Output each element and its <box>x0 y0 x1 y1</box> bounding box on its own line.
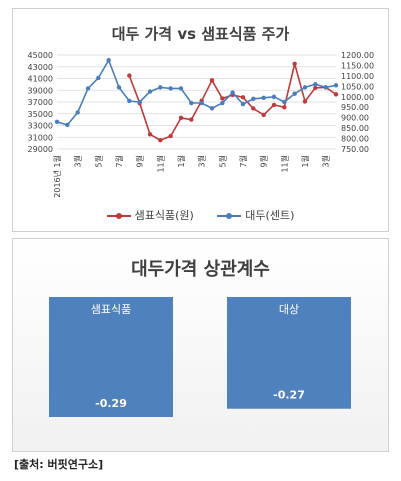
line-chart: 29000 31000 33000 35000 37000 39000 41000 43000… <box>28 51 375 198</box>
series-1-point <box>158 85 163 90</box>
x-tick-label: 7월 <box>238 155 248 167</box>
series-1-point <box>313 82 318 87</box>
y-left-tick-label: 43000 <box>28 63 53 72</box>
series-1-point <box>302 85 308 90</box>
correlation-bar <box>227 297 351 409</box>
legend-swatch-soybean <box>217 213 242 219</box>
series-0-point <box>333 92 339 97</box>
correlation-bar <box>49 297 173 417</box>
x-tick-label: 5월 <box>217 155 227 167</box>
y-right-tick-label: 1200.00 <box>341 51 374 60</box>
line-chart-legend: 샘표식품(원) 대두(센트) <box>13 207 388 223</box>
y-left-tick-label: 31000 <box>28 133 53 142</box>
y-right-tick-label: 950.00 <box>341 103 369 112</box>
series-0-point <box>251 106 256 111</box>
line-chart-panel: 29000 31000 33000 35000 37000 39000 41000 43000… <box>12 8 389 232</box>
series-1-point <box>333 83 339 88</box>
series-1-point <box>199 100 204 106</box>
series-1-point <box>168 86 173 91</box>
y-right-tick-label: 1100.00 <box>341 72 374 81</box>
x-tick-label: 2016년 1월 <box>52 155 62 198</box>
y-left-tick-label: 29000 <box>28 145 53 154</box>
x-tick-label: 9월 <box>135 155 145 167</box>
y-left-tick-label: 41000 <box>28 75 53 84</box>
y-right-tick-label: 750.00 <box>341 145 369 154</box>
x-tick-label: 11월 <box>155 155 165 173</box>
series-1-point <box>178 86 184 91</box>
x-tick-label: 3월 <box>73 155 83 167</box>
y-right-tick-label: 850.00 <box>341 124 369 133</box>
series-1-point <box>240 101 246 107</box>
legend-swatch-samphyo <box>106 213 131 219</box>
series-1-point <box>85 86 91 91</box>
x-tick-label: 3월 <box>321 155 331 167</box>
y-left-tick-label: 33000 <box>28 122 53 131</box>
series-1-point <box>65 122 70 128</box>
x-tick-label: 9월 <box>259 155 269 167</box>
correlation-title: 대두가격 상관계수 <box>131 259 270 280</box>
series-1-point <box>137 99 142 105</box>
series-0-point <box>220 96 225 101</box>
bar-category-label: 샘표식품 <box>91 303 131 316</box>
series-0-point <box>158 137 163 143</box>
series-1-point <box>261 95 266 101</box>
series-1-point <box>106 58 111 63</box>
line-chart-title: 대두 가격 vs 샘표식품 주가 <box>111 25 290 43</box>
correlation-panel: 대두가격 상관계수 샘표식품 -0.29 대상 -0.27 <box>12 238 389 452</box>
y-left-tick-label: 35000 <box>28 110 53 119</box>
series-0-point <box>240 95 246 100</box>
series-1-point <box>54 119 60 125</box>
correlation-bar-chart: 샘표식품 -0.29 대상 -0.27 <box>49 297 351 417</box>
y-left-tick-label: 45000 <box>28 51 53 60</box>
series-1-point <box>220 100 225 106</box>
series-0-point <box>302 99 308 104</box>
series-0-point <box>261 112 266 118</box>
legend-label-soybean: 대두(센트) <box>245 209 295 222</box>
y-left-tick-label: 37000 <box>28 98 53 107</box>
series-0-point <box>209 78 215 83</box>
x-tick-label: 11월 <box>279 155 289 173</box>
bar-value-label: -0.27 <box>273 389 305 402</box>
series-1-point <box>189 100 194 106</box>
series-0-point <box>282 105 287 110</box>
series-1-point <box>75 110 80 115</box>
legend-label-samphyo: 샘표식품(원) <box>134 209 194 222</box>
series-0-point <box>292 61 297 67</box>
x-tick-label: 1월 <box>300 155 310 167</box>
series-1-point <box>271 94 277 99</box>
series-1-point <box>323 85 328 90</box>
series-1-point <box>292 91 297 96</box>
series-1-point <box>251 96 256 102</box>
y-left-tick-label: 39000 <box>28 86 53 95</box>
series-0-point <box>178 115 184 121</box>
bar-category-label: 대상 <box>279 303 299 316</box>
source-note: [출처: 버핏연구소] <box>14 458 104 471</box>
series-1-point <box>230 90 235 95</box>
x-tick-label: 1월 <box>176 155 186 167</box>
x-tick-label: 5월 <box>93 155 103 167</box>
y-right-tick-label: 900.00 <box>341 114 369 123</box>
series-0-point <box>313 85 318 91</box>
series-line-1 <box>56 58 337 126</box>
y-right-tick-label: 1150.00 <box>341 61 374 70</box>
legend-item-soybean: 대두(센트) <box>217 207 294 223</box>
series-0-point <box>147 132 153 137</box>
series-0-point <box>168 133 173 139</box>
series-0-point <box>127 73 132 78</box>
series-1-point <box>127 98 132 104</box>
legend-item-samphyo: 샘표식품(원) <box>106 207 194 223</box>
series-1-point <box>116 85 122 90</box>
x-tick-label: 7월 <box>114 155 124 167</box>
series-1-point <box>96 75 101 81</box>
y-right-tick-label: 1000.00 <box>341 93 374 102</box>
series-1-point <box>147 89 153 94</box>
y-right-tick-label: 800.00 <box>341 135 369 144</box>
x-tick-label: 3월 <box>197 155 207 167</box>
y-right-tick-label: 1050.00 <box>341 82 374 91</box>
series-1-point <box>282 99 287 105</box>
bar-value-label: -0.29 <box>95 397 127 410</box>
series-0-point <box>189 117 194 122</box>
series-0-point <box>271 102 277 108</box>
series-1-point <box>209 106 215 111</box>
